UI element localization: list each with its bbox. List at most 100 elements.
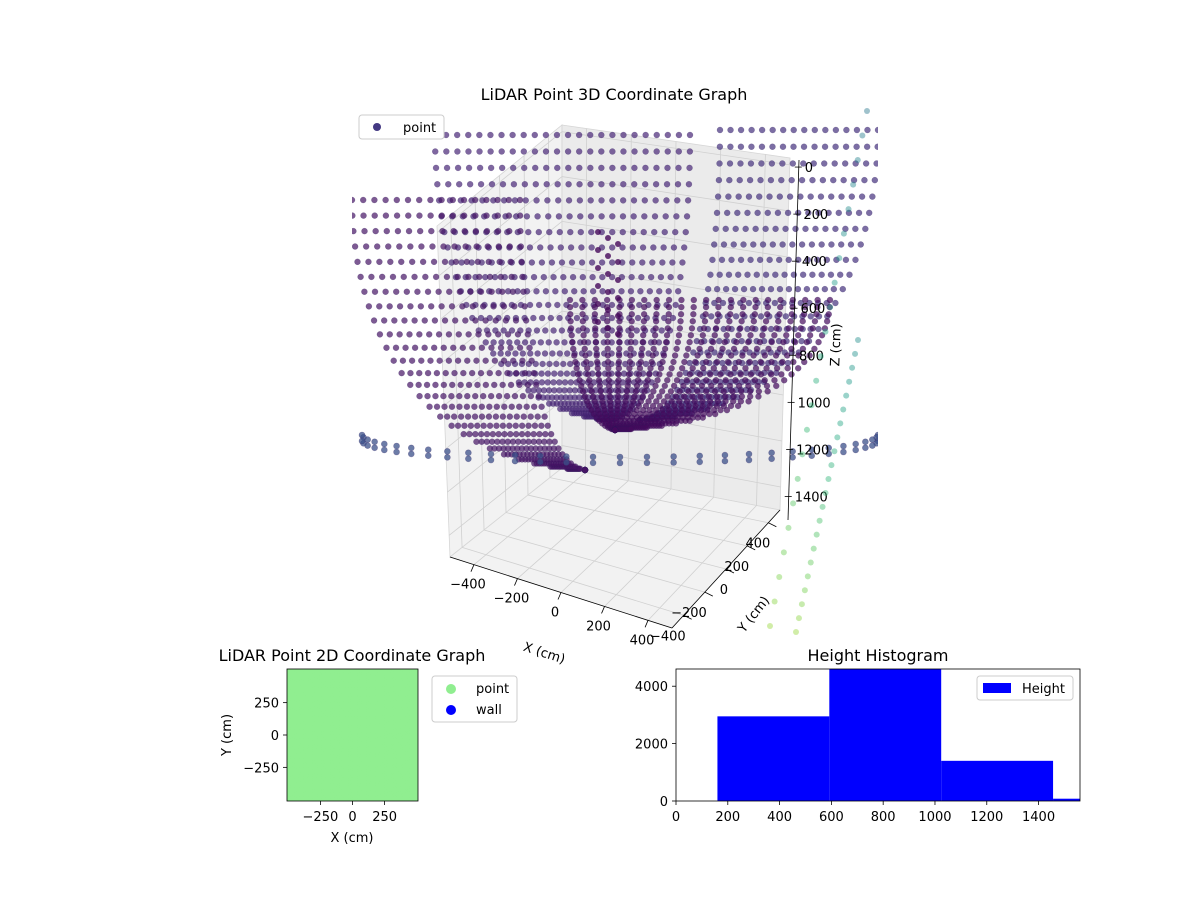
lidar-point xyxy=(855,337,861,343)
lidar-point xyxy=(411,344,419,352)
lidar-point xyxy=(762,271,770,278)
lidar-point xyxy=(785,524,792,531)
lidar-point xyxy=(727,371,734,378)
lidar-point xyxy=(594,364,602,372)
lidar-point xyxy=(785,256,792,264)
lidar-point xyxy=(533,288,540,295)
lidar-point xyxy=(638,352,645,359)
lidar-point xyxy=(557,370,564,377)
lidar-point xyxy=(810,545,817,552)
lidar-point xyxy=(556,350,564,357)
lidar-point xyxy=(801,303,809,311)
lidar-point xyxy=(550,379,557,386)
lidar-point xyxy=(492,413,500,420)
lidar-point xyxy=(487,164,495,172)
lidar-point xyxy=(456,392,463,400)
lidar-point xyxy=(490,339,497,346)
lidar-point xyxy=(521,303,528,310)
z-axis-label: Z (cm) xyxy=(828,323,844,366)
lidar-point xyxy=(640,310,648,318)
lidar-point xyxy=(800,143,808,151)
x-tick-label: −400 xyxy=(450,578,486,593)
y-tick-mark xyxy=(746,545,756,551)
lidar-point xyxy=(489,350,497,357)
lidar-point xyxy=(636,364,644,372)
lidar-point xyxy=(668,364,675,372)
lidar-point xyxy=(472,227,480,235)
lidar-point xyxy=(815,209,822,217)
lidar-point xyxy=(800,310,808,318)
lidar-point xyxy=(788,371,795,378)
lidar-point xyxy=(565,164,572,172)
lidar-point xyxy=(723,209,731,217)
lidar-point xyxy=(664,131,672,139)
lidar-point xyxy=(846,378,853,385)
lidar-point xyxy=(505,196,513,204)
lidar-point xyxy=(769,126,776,134)
lidar-point xyxy=(604,352,612,359)
gridline xyxy=(450,215,463,548)
lidar-point xyxy=(451,317,459,324)
lidar-point xyxy=(468,369,476,377)
lidar-point xyxy=(676,371,683,378)
lidar-point xyxy=(526,350,534,357)
lidar-point xyxy=(696,371,704,378)
lidar-point xyxy=(477,180,485,188)
x-axis-label: X (cm) xyxy=(521,640,567,668)
lidar-point xyxy=(822,225,829,233)
lidar-point xyxy=(465,455,472,463)
lidar-point xyxy=(455,180,463,188)
lidar-point xyxy=(726,318,733,325)
lidar-point xyxy=(477,430,485,438)
lidar-point xyxy=(459,344,467,352)
lidar-point xyxy=(432,273,440,281)
lidar-point xyxy=(653,296,660,304)
lidar-point xyxy=(658,422,666,429)
lidar-point xyxy=(572,301,579,309)
lidar-point xyxy=(501,403,508,410)
lidar-point xyxy=(489,430,497,438)
lidar-point xyxy=(698,338,705,346)
lidar-point xyxy=(571,352,578,359)
lidar-point xyxy=(823,256,831,264)
lidar-point xyxy=(874,143,878,151)
lidar-point xyxy=(767,176,775,184)
lidar-point xyxy=(583,358,590,366)
lidar-point xyxy=(772,352,780,359)
lidar-point xyxy=(399,357,407,364)
lidar-point xyxy=(424,369,432,377)
lidar-point xyxy=(398,369,405,377)
lidar-point xyxy=(462,317,469,324)
lidar-point xyxy=(745,456,753,464)
lidar-point xyxy=(754,209,761,217)
lidar-point xyxy=(837,241,845,248)
lidar-point xyxy=(577,213,584,220)
lidar-point xyxy=(432,164,440,172)
lidar-point xyxy=(855,209,863,217)
lidar-point xyxy=(720,402,728,410)
lidar-point xyxy=(427,212,434,219)
lidar-point xyxy=(497,350,504,357)
lidar-point xyxy=(683,376,691,384)
lidar-point xyxy=(439,227,446,235)
lidar-point xyxy=(762,318,770,325)
lidar-point xyxy=(615,345,623,353)
lidar-point xyxy=(416,227,424,235)
lidar-point xyxy=(852,440,859,448)
lidar-point xyxy=(495,243,503,250)
lidar-point xyxy=(519,357,526,364)
lidar-point xyxy=(804,573,811,580)
lidar-point xyxy=(721,451,729,459)
lidar-point xyxy=(619,244,626,251)
x-tick-mark xyxy=(470,564,475,572)
lidar-point xyxy=(429,243,436,250)
lidar-point xyxy=(684,197,692,204)
lidar-point xyxy=(664,148,671,155)
lidar-point xyxy=(677,310,685,318)
lidar-point xyxy=(684,345,692,353)
z-tick-label: 1200 xyxy=(796,443,829,458)
lidar-point xyxy=(717,382,724,390)
lidar-point xyxy=(595,301,601,307)
lidar-point xyxy=(419,258,427,266)
lidar-point xyxy=(657,364,665,372)
